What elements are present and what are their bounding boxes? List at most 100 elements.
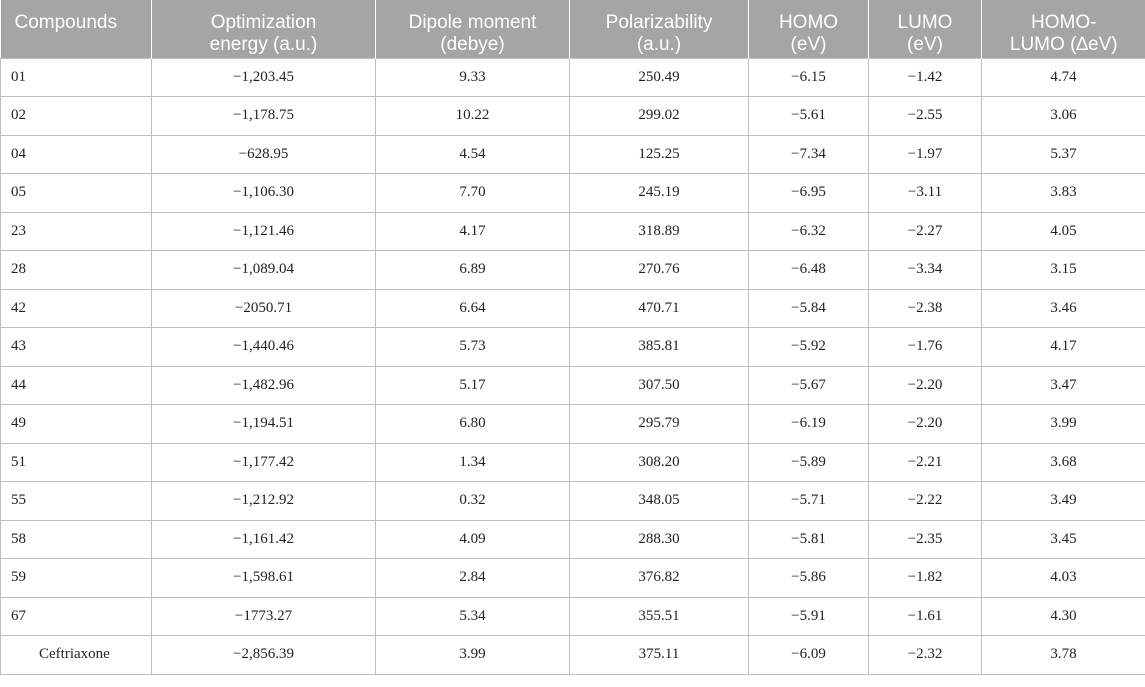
cell-compound: 49 bbox=[0, 404, 152, 444]
cell-homo: −5.84 bbox=[748, 288, 869, 328]
cell-homo-lumo-gap: 4.74 bbox=[981, 57, 1145, 97]
cell-dipole-moment: 5.34 bbox=[375, 596, 570, 636]
cell-dipole-moment: 9.33 bbox=[375, 57, 570, 97]
cell-polarizability: 355.51 bbox=[569, 596, 749, 636]
cell-dipole-moment: 4.54 bbox=[375, 134, 570, 174]
table-row: 51 −1,177.42 1.34 308.20 −5.89 −2.21 3.68 bbox=[0, 442, 1145, 482]
cell-homo-lumo-gap: 3.47 bbox=[981, 365, 1145, 405]
cell-homo-lumo-gap: 3.99 bbox=[981, 404, 1145, 444]
cell-dipole-moment: 4.17 bbox=[375, 211, 570, 251]
header-optimization-energy-line1: Optimization bbox=[210, 12, 317, 33]
cell-optimization-energy: −1,194.51 bbox=[151, 404, 376, 444]
cell-optimization-energy: −1,161.42 bbox=[151, 519, 376, 559]
cell-optimization-energy: −1,121.46 bbox=[151, 211, 376, 251]
header-lumo-line1: LUMO bbox=[897, 12, 953, 33]
cell-homo-lumo-gap: 3.46 bbox=[981, 288, 1145, 328]
table-row: 43 −1,440.46 5.73 385.81 −5.92 −1.76 4.17 bbox=[0, 327, 1145, 367]
cell-homo: −6.15 bbox=[748, 57, 869, 97]
cell-optimization-energy: −1,482.96 bbox=[151, 365, 376, 405]
cell-optimization-energy: −1,089.04 bbox=[151, 250, 376, 290]
cell-lumo: −2.20 bbox=[868, 365, 982, 405]
header-polarizability-line1: Polarizability bbox=[605, 12, 713, 33]
cell-dipole-moment: 2.84 bbox=[375, 558, 570, 598]
cell-dipole-moment: 5.73 bbox=[375, 327, 570, 367]
header-polarizability-line2: (a.u.) bbox=[636, 34, 682, 55]
header-compounds: Compounds bbox=[0, 0, 152, 58]
table-row: 02 −1,178.75 10.22 299.02 −5.61 −2.55 3.06 bbox=[0, 96, 1145, 136]
cell-polarizability: 250.49 bbox=[569, 57, 749, 97]
cell-homo: −6.48 bbox=[748, 250, 869, 290]
header-lumo: LUMO (eV) bbox=[868, 0, 982, 58]
header-dipole-moment-line1: Dipole moment bbox=[408, 12, 537, 33]
cell-polarizability: 470.71 bbox=[569, 288, 749, 328]
cell-dipole-moment: 10.22 bbox=[375, 96, 570, 136]
header-optimization-energy: Optimization energy (a.u.) bbox=[151, 0, 376, 58]
cell-compound: 58 bbox=[0, 519, 152, 559]
table-row: 59 −1,598.61 2.84 376.82 −5.86 −1.82 4.03 bbox=[0, 558, 1145, 598]
header-homo-line1: HOMO bbox=[778, 12, 839, 33]
cell-homo: −6.19 bbox=[748, 404, 869, 444]
cell-lumo: −1.82 bbox=[868, 558, 982, 598]
cell-compound: 02 bbox=[0, 96, 152, 136]
table-row: 49 −1,194.51 6.80 295.79 −6.19 −2.20 3.99 bbox=[0, 404, 1145, 444]
cell-homo: −5.71 bbox=[748, 481, 869, 521]
cell-compound: 28 bbox=[0, 250, 152, 290]
cell-lumo: −1.97 bbox=[868, 134, 982, 174]
cell-optimization-energy: −1,178.75 bbox=[151, 96, 376, 136]
cell-dipole-moment: 6.80 bbox=[375, 404, 570, 444]
cell-compound: 05 bbox=[0, 173, 152, 213]
cell-homo-lumo-gap: 4.05 bbox=[981, 211, 1145, 251]
cell-compound: Ceftriaxone bbox=[0, 635, 152, 675]
table-row: 42 −2050.71 6.64 470.71 −5.84 −2.38 3.46 bbox=[0, 288, 1145, 328]
cell-homo: −6.95 bbox=[748, 173, 869, 213]
table-row: 55 −1,212.92 0.32 348.05 −5.71 −2.22 3.49 bbox=[0, 481, 1145, 521]
cell-lumo: −1.42 bbox=[868, 57, 982, 97]
header-homo-lumo-gap-line2: LUMO (∆eV) bbox=[1009, 34, 1118, 55]
header-polarizability: Polarizability (a.u.) bbox=[569, 0, 749, 58]
cell-homo: −5.61 bbox=[748, 96, 869, 136]
header-row: Compounds Optimization energy (a.u.) Dip… bbox=[0, 0, 1145, 58]
cell-compound: 23 bbox=[0, 211, 152, 251]
cell-homo-lumo-gap: 3.78 bbox=[981, 635, 1145, 675]
cell-polarizability: 270.76 bbox=[569, 250, 749, 290]
cell-optimization-energy: −1,203.45 bbox=[151, 57, 376, 97]
header-optimization-energy-line2: energy (a.u.) bbox=[209, 34, 318, 55]
cell-polarizability: 288.30 bbox=[569, 519, 749, 559]
cell-optimization-energy: −1,106.30 bbox=[151, 173, 376, 213]
table-row: 01 −1,203.45 9.33 250.49 −6.15 −1.42 4.74 bbox=[0, 57, 1145, 97]
cell-lumo: −1.61 bbox=[868, 596, 982, 636]
table-row: 44 −1,482.96 5.17 307.50 −5.67 −2.20 3.47 bbox=[0, 365, 1145, 405]
cell-optimization-energy: −1,440.46 bbox=[151, 327, 376, 367]
table-row: Ceftriaxone −2,856.39 3.99 375.11 −6.09 −2.32… bbox=[0, 635, 1145, 675]
cell-homo: −5.91 bbox=[748, 596, 869, 636]
header-homo: HOMO (eV) bbox=[748, 0, 869, 58]
cell-homo-lumo-gap: 4.30 bbox=[981, 596, 1145, 636]
cell-lumo: −2.55 bbox=[868, 96, 982, 136]
cell-dipole-moment: 6.89 bbox=[375, 250, 570, 290]
cell-polarizability: 376.82 bbox=[569, 558, 749, 598]
table-row: 58 −1,161.42 4.09 288.30 −5.81 −2.35 3.45 bbox=[0, 519, 1145, 559]
cell-homo-lumo-gap: 3.15 bbox=[981, 250, 1145, 290]
cell-polarizability: 299.02 bbox=[569, 96, 749, 136]
table-row: 23 −1,121.46 4.17 318.89 −6.32 −2.27 4.05 bbox=[0, 211, 1145, 251]
cell-compound: 55 bbox=[0, 481, 152, 521]
cell-homo-lumo-gap: 3.06 bbox=[981, 96, 1145, 136]
cell-lumo: −2.21 bbox=[868, 442, 982, 482]
cell-optimization-energy: −2,856.39 bbox=[151, 635, 376, 675]
cell-optimization-energy: −1773.27 bbox=[151, 596, 376, 636]
cell-lumo: −2.27 bbox=[868, 211, 982, 251]
cell-homo: −5.86 bbox=[748, 558, 869, 598]
cell-compound: 43 bbox=[0, 327, 152, 367]
cell-dipole-moment: 4.09 bbox=[375, 519, 570, 559]
cell-optimization-energy: −1,177.42 bbox=[151, 442, 376, 482]
cell-compound: 04 bbox=[0, 134, 152, 174]
cell-lumo: −2.38 bbox=[868, 288, 982, 328]
cell-homo: −5.81 bbox=[748, 519, 869, 559]
cell-homo: −5.92 bbox=[748, 327, 869, 367]
cell-compound: 51 bbox=[0, 442, 152, 482]
cell-homo: −7.34 bbox=[748, 134, 869, 174]
cell-compound: 44 bbox=[0, 365, 152, 405]
header-homo-line2: (eV) bbox=[790, 34, 827, 55]
cell-dipole-moment: 1.34 bbox=[375, 442, 570, 482]
